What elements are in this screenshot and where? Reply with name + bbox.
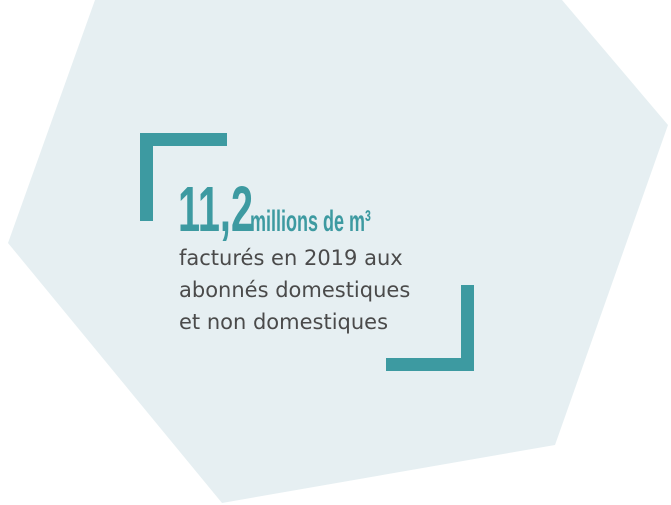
bracket-bar — [461, 285, 474, 371]
bracket-bar — [386, 358, 474, 371]
description-line: facturés en 2019 aux — [179, 246, 403, 270]
hexagon-background — [8, 0, 668, 503]
bracket-bar — [140, 133, 227, 146]
figure-unit: millions de m³ — [250, 206, 371, 239]
bracket-bar — [140, 133, 153, 221]
description-line: abonnés domestiques — [179, 278, 410, 302]
bracket-bottom-right — [386, 285, 474, 371]
figure-value: 11,2 — [178, 175, 253, 246]
description-line: et non domestiques — [179, 310, 388, 334]
bracket-top-left — [140, 133, 227, 221]
